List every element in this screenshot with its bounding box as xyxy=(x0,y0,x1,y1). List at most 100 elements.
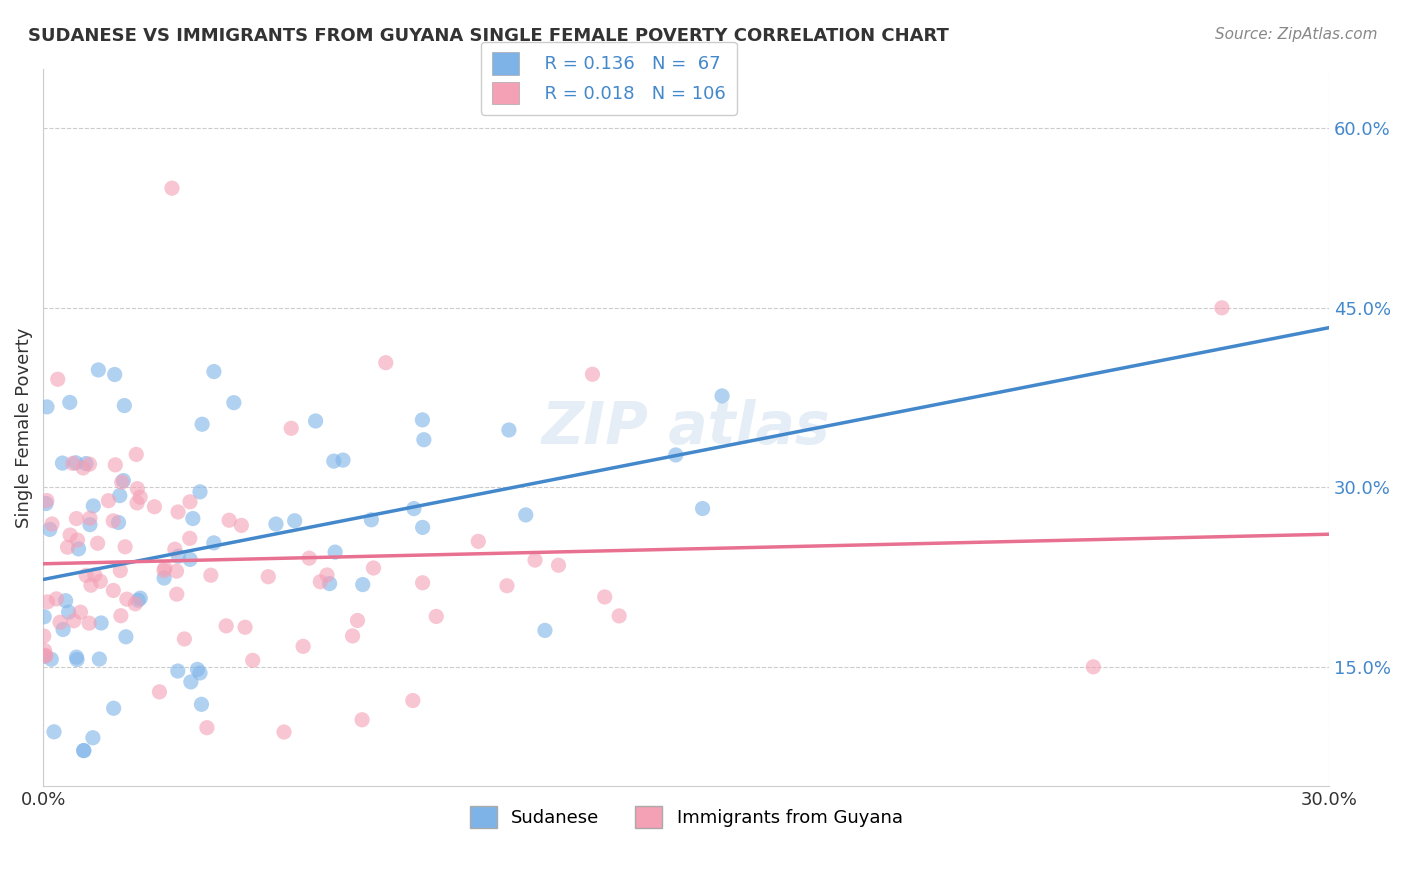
Point xyxy=(103,701,125,715)
Point xyxy=(332,453,354,467)
Point xyxy=(425,609,447,624)
Point xyxy=(186,662,208,676)
Point xyxy=(87,363,110,377)
Point xyxy=(89,652,111,666)
Point xyxy=(127,482,149,496)
Point xyxy=(692,501,714,516)
Point xyxy=(103,514,125,528)
Point xyxy=(402,693,425,707)
Point xyxy=(129,591,152,606)
Point xyxy=(322,454,344,468)
Point xyxy=(82,499,104,513)
Point xyxy=(467,534,489,549)
Point xyxy=(34,643,56,657)
Point xyxy=(167,549,190,564)
Point xyxy=(257,570,280,584)
Point xyxy=(179,495,201,509)
Point xyxy=(110,608,132,623)
Point xyxy=(242,653,264,667)
Point xyxy=(112,474,135,488)
Point xyxy=(34,649,56,664)
Point xyxy=(346,614,368,628)
Point xyxy=(167,505,190,519)
Point xyxy=(97,493,120,508)
Point xyxy=(218,513,240,527)
Point xyxy=(82,731,104,745)
Point xyxy=(202,536,225,550)
Point xyxy=(114,540,136,554)
Point xyxy=(180,674,202,689)
Point xyxy=(593,590,616,604)
Point xyxy=(62,614,84,628)
Point xyxy=(80,578,103,592)
Point xyxy=(66,533,89,547)
Point xyxy=(412,575,434,590)
Point xyxy=(75,568,97,582)
Point xyxy=(41,516,63,531)
Point xyxy=(35,648,58,663)
Point xyxy=(66,652,89,666)
Point xyxy=(35,400,58,414)
Point xyxy=(412,520,434,534)
Point xyxy=(316,568,339,582)
Point xyxy=(402,501,425,516)
Point xyxy=(65,650,87,665)
Point xyxy=(179,552,201,566)
Point xyxy=(49,615,72,630)
Point xyxy=(143,500,166,514)
Point xyxy=(163,542,186,557)
Point xyxy=(75,457,97,471)
Point xyxy=(38,523,60,537)
Point xyxy=(115,592,138,607)
Point xyxy=(524,553,547,567)
Point xyxy=(111,475,134,490)
Point xyxy=(104,368,127,382)
Point xyxy=(298,551,321,566)
Point xyxy=(342,629,364,643)
Point xyxy=(374,356,396,370)
Point xyxy=(110,564,132,578)
Point xyxy=(58,605,80,619)
Point xyxy=(273,725,295,739)
Point xyxy=(32,609,55,624)
Point xyxy=(352,713,374,727)
Point xyxy=(233,620,256,634)
Point xyxy=(79,517,101,532)
Point xyxy=(534,624,557,638)
Point xyxy=(160,181,183,195)
Point xyxy=(72,743,94,757)
Text: Source: ZipAtlas.com: Source: ZipAtlas.com xyxy=(1215,27,1378,42)
Point xyxy=(284,514,307,528)
Point xyxy=(125,447,148,461)
Point xyxy=(607,608,630,623)
Point xyxy=(264,516,287,531)
Point xyxy=(498,423,520,437)
Point xyxy=(166,587,188,601)
Point xyxy=(108,489,131,503)
Point xyxy=(547,558,569,573)
Point xyxy=(77,616,100,631)
Point xyxy=(153,561,176,575)
Y-axis label: Single Female Poverty: Single Female Poverty xyxy=(15,327,32,528)
Point xyxy=(103,583,125,598)
Point xyxy=(32,629,55,643)
Point xyxy=(62,457,84,471)
Point xyxy=(79,511,101,525)
Point xyxy=(166,564,188,578)
Point xyxy=(112,399,135,413)
Point xyxy=(1083,660,1105,674)
Point xyxy=(360,513,382,527)
Point xyxy=(231,518,253,533)
Point xyxy=(496,579,519,593)
Point xyxy=(1211,301,1233,315)
Point xyxy=(86,536,108,550)
Point xyxy=(46,372,69,386)
Point xyxy=(42,724,65,739)
Point xyxy=(191,417,214,432)
Point xyxy=(166,664,188,678)
Point xyxy=(179,532,201,546)
Point xyxy=(35,493,58,508)
Point xyxy=(73,743,96,757)
Point xyxy=(411,413,433,427)
Point xyxy=(581,368,603,382)
